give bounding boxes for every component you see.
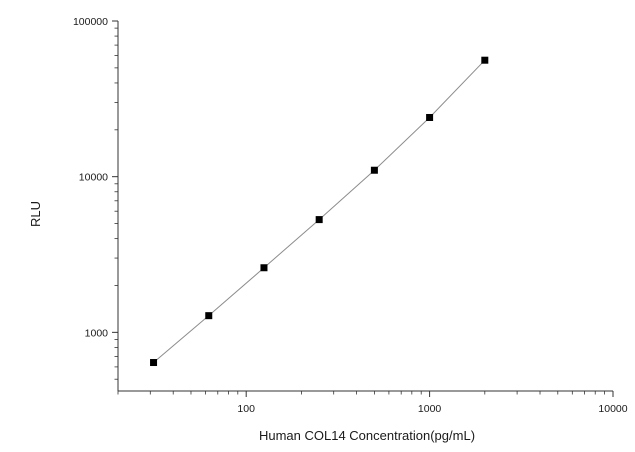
y-tick-label: 100000 [73, 16, 108, 28]
data-point [260, 264, 268, 272]
data-point [315, 216, 323, 224]
y-tick-label: 10000 [79, 172, 108, 184]
data-point [205, 312, 213, 320]
ticks: 100 1000 10000 1000 10000 100000 [73, 16, 628, 415]
fit-line [153, 59, 486, 363]
x-tick-label: 100 [237, 403, 255, 415]
y-axis-title: RLU [28, 201, 43, 227]
x-tick-label: 1000 [418, 403, 442, 415]
data-point [481, 56, 489, 64]
data-point [150, 359, 158, 367]
data-point [426, 113, 434, 121]
y-tick-label: 1000 [85, 327, 109, 339]
data-point [370, 166, 378, 174]
x-tick-label: 10000 [598, 403, 627, 415]
axes [117, 21, 613, 392]
data-points [150, 56, 489, 367]
fit-line-layer [153, 59, 486, 363]
x-axis-title: Human COL14 Concentration(pg/mL) [259, 428, 475, 443]
